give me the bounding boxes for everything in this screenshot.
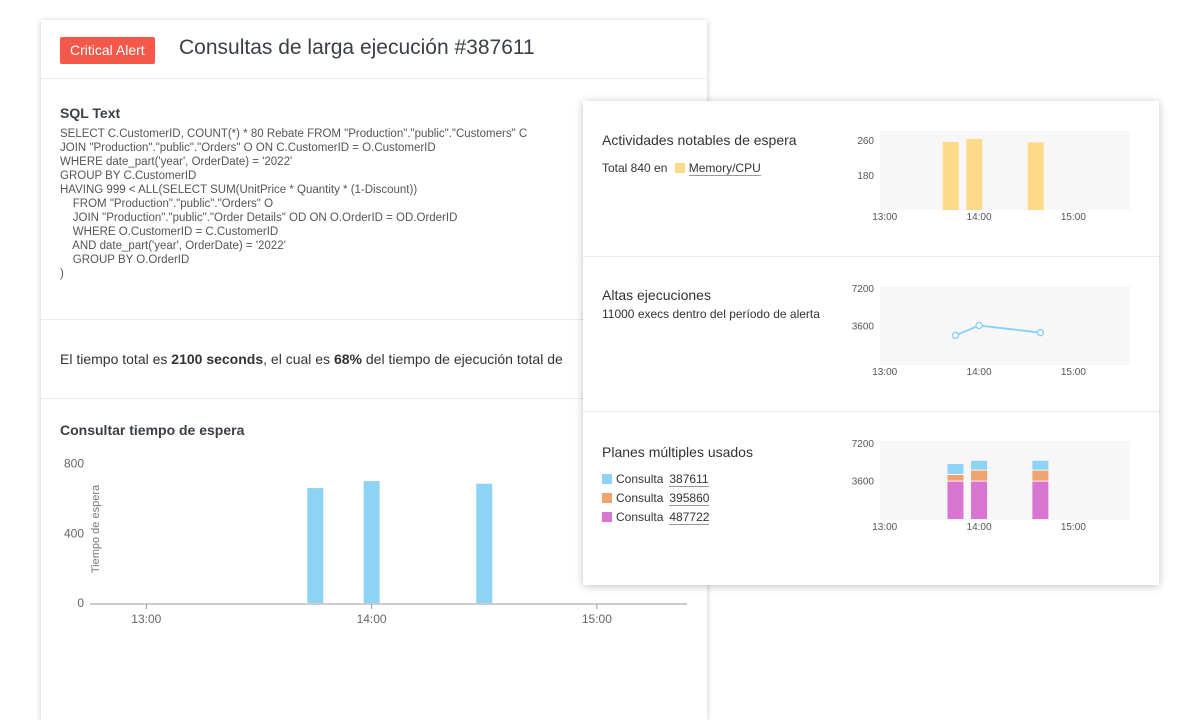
plan-bar-segment: [1032, 460, 1049, 470]
plan-bar-segment: [1032, 481, 1049, 519]
plan-bar-segment: [947, 481, 964, 519]
query-487722-link[interactable]: 487722: [669, 510, 710, 525]
wait-activity-bar: [942, 141, 959, 210]
y-tick-label: 180: [857, 171, 874, 182]
x-tick-label: 15:00: [1061, 522, 1086, 533]
plan-bar-segment: [971, 460, 988, 470]
y-tick-label: 3600: [852, 322, 875, 333]
legend-label: Consulta: [616, 510, 664, 524]
wait-activity-total: Total 840 en Memory/CPU: [602, 161, 761, 176]
summary-prefix: El tiempo total es: [60, 351, 172, 367]
summary-suffix: del tiempo de ejecución total de: [361, 351, 563, 367]
y-tick-label: 800: [64, 457, 84, 471]
wait-activity-bar: [1027, 142, 1044, 210]
executions-point: [951, 331, 960, 340]
plan-legend-item: Consulta 387611: [602, 472, 709, 487]
plans-chart: 3600 7200 13:00 14:00 15:00: [852, 439, 1130, 533]
plan-legend-item: Consulta 395860: [602, 491, 710, 506]
plan-bar-segment: [1032, 470, 1049, 481]
x-tick-label: 14:00: [967, 522, 992, 533]
y-tick-label: 7200: [852, 439, 875, 450]
plot-background: [880, 286, 1130, 365]
section-divider: [41, 398, 707, 399]
query-387611-link[interactable]: 387611: [669, 472, 709, 487]
page-title: Consultas de larga ejecución #387611: [179, 36, 535, 59]
sql-heading: SQL Text: [60, 105, 121, 121]
legend-label: Consulta: [616, 472, 664, 486]
summary-percent: 68%: [333, 351, 362, 367]
wait-activity-chart: 180 260 13:00 14:00 15:00: [857, 131, 1130, 223]
query-395860-link[interactable]: 395860: [669, 491, 710, 506]
summary-seconds: 2100 seconds: [171, 351, 264, 367]
plot-background: [880, 441, 1130, 520]
y-tick-label: 400: [64, 526, 84, 540]
multiple-plans-title: Planes múltiples usados: [602, 444, 753, 460]
x-tick-label: 15:00: [1061, 212, 1086, 223]
multiple-plans-panel: Planes múltiples usados Consulta 387611 C…: [583, 412, 1159, 567]
executions-point: [975, 321, 983, 330]
wait-activity-panel: Actividades notables de espera Total 840…: [583, 101, 1159, 257]
y-tick-label: 3600: [852, 477, 875, 488]
sql-text: SELECT C.CustomerID, COUNT(*) * 80 Rebat…: [60, 128, 528, 280]
wait-bar: [476, 483, 493, 603]
total-time-summary: El tiempo total es 2100 seconds, el cual…: [60, 351, 563, 367]
y-tick-label: 7200: [852, 284, 875, 295]
sql-section: SQL Text SELECT C.CustomerID, COUNT(*) *…: [41, 79, 707, 320]
alert-header: Critical Alert Consultas de larga ejecuc…: [41, 20, 707, 79]
plan-bar-segment: [947, 475, 964, 481]
y-axis-label: Tiempo de espera: [90, 484, 102, 573]
executions-chart: 3600 7200 13:00 14:00 15:00: [852, 284, 1130, 378]
summary-middle: , el cual es: [263, 351, 334, 367]
x-tick-label: 14:00: [357, 612, 387, 626]
legend-label: Consulta: [616, 491, 664, 505]
high-executions-title: Altas ejecuciones: [602, 287, 711, 303]
x-tick-label: 13:00: [131, 612, 161, 626]
executions-point: [1036, 328, 1045, 337]
memory-cpu-link[interactable]: Memory/CPU: [688, 161, 761, 176]
legend-swatch: [602, 512, 612, 522]
wait-time-chart: 0 400 800 Tiempo de espera 13:00 14:00 15:00: [64, 457, 687, 626]
plan-bar-segment: [947, 464, 964, 475]
high-executions-panel: Altas ejecuciones 11000 execs dentro del…: [583, 256, 1159, 412]
wait-total-text: Total 840 en: [602, 161, 668, 175]
plan-legend-item: Consulta 487722: [602, 510, 710, 525]
x-tick-label: 14:00: [967, 212, 992, 223]
high-executions-subtitle: 11000 execs dentro del período de alerta: [602, 307, 820, 321]
x-tick-label: 15:00: [1061, 367, 1086, 378]
wait-activity-title: Actividades notables de espera: [602, 132, 797, 148]
plan-bar-segment: [971, 470, 988, 481]
wait-bar: [363, 481, 380, 603]
legend-swatch: [602, 474, 612, 484]
memory-cpu-swatch: [674, 163, 685, 173]
x-tick-label: 13:00: [872, 367, 897, 378]
x-tick-label: 14:00: [967, 367, 992, 378]
critical-alert-badge: Critical Alert: [60, 37, 155, 64]
legend-swatch: [602, 493, 612, 503]
plan-bar-segment: [971, 481, 988, 519]
plot-background: [880, 131, 1130, 210]
x-tick-label: 13:00: [872, 212, 897, 223]
x-tick-label: 13:00: [872, 522, 897, 533]
y-tick-label: 260: [857, 136, 874, 147]
y-tick-label: 0: [77, 596, 84, 610]
wait-activity-bar: [966, 138, 983, 210]
wait-bar: [307, 488, 324, 603]
wait-chart-heading: Consultar tiempo de espera: [60, 422, 245, 438]
insights-card: Actividades notables de espera Total 840…: [583, 101, 1159, 585]
x-tick-label: 15:00: [582, 612, 612, 626]
